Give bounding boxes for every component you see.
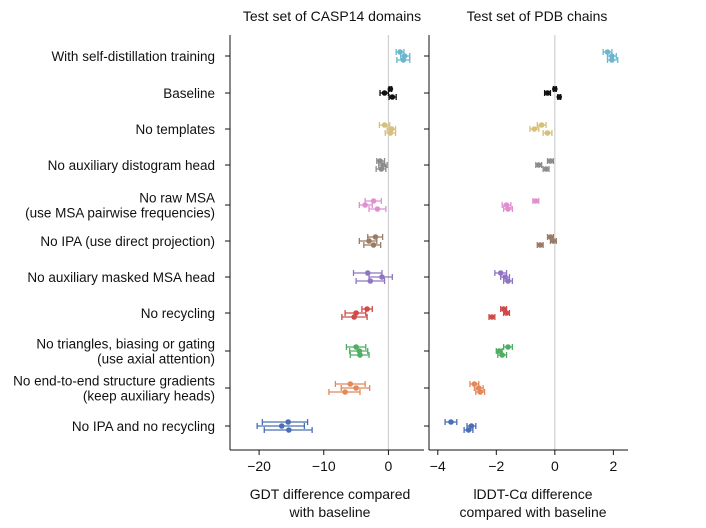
data-point-casp14-2-2 <box>387 130 394 136</box>
data-point-pdb-10-2 <box>465 427 472 433</box>
data-point-pdb-8-0 <box>505 344 511 350</box>
data-point-pdb-1-1 <box>544 90 551 96</box>
xlabel-pdb-line2: compared with baseline <box>459 504 606 520</box>
pdb-plot-area: −4 −2 0 2 <box>424 35 628 474</box>
data-point-casp14-9-1 <box>353 385 359 391</box>
data-point-pdb-8-2 <box>499 352 505 358</box>
data-point-casp14-4-1 <box>362 202 368 208</box>
data-point-casp14-5-2 <box>370 242 377 248</box>
data-point-casp14-3-2 <box>378 166 385 172</box>
data-point-pdb-5-2 <box>537 242 544 248</box>
data-point-pdb-10-0 <box>448 419 454 425</box>
data-point-pdb-7-0 <box>500 306 507 312</box>
ablation-label-9-line1: No end-to-end structure gradients <box>13 374 215 389</box>
data-point-casp14-4-2 <box>374 206 381 212</box>
data-point-casp14-1-1 <box>381 90 388 96</box>
data-point-pdb-6-2 <box>505 278 511 284</box>
panel-casp14: Test set of CASP14 domains −20 −10 0 GDT d… <box>225 8 424 520</box>
data-point-casp14-1-2 <box>389 94 396 100</box>
x-tick-label-pdb-0: −4 <box>430 458 446 474</box>
data-point-pdb-4-2 <box>505 206 511 212</box>
ablation-label-6-line1: No auxiliary masked MSA head <box>27 270 215 285</box>
data-point-pdb-0-2 <box>609 57 615 63</box>
ablation-label-10-line1: No IPA and no recycling <box>72 419 215 434</box>
data-point-pdb-0-0 <box>604 49 611 55</box>
data-point-pdb-1-0 <box>552 86 558 92</box>
data-point-casp14-5-1 <box>366 238 372 244</box>
data-point-pdb-9-2 <box>477 389 484 395</box>
data-point-pdb-2-2 <box>544 130 551 136</box>
data-point-casp14-7-0 <box>364 306 370 312</box>
data-point-casp14-10-0 <box>285 419 292 425</box>
ablation-label-1-line1: Baseline <box>163 86 215 101</box>
data-point-casp14-9-2 <box>342 389 348 395</box>
data-point-pdb-5-1 <box>550 238 557 244</box>
ablation-label-9-line2: (keep auxiliary heads) <box>83 389 215 404</box>
data-point-casp14-9-0 <box>347 381 354 387</box>
data-point-casp14-4-0 <box>370 198 377 204</box>
xlabel-casp14-line2: with baseline <box>289 504 371 520</box>
panel-title-pdb: Test set of PDB chains <box>467 8 608 24</box>
x-tick-label-casp14-1: −10 <box>312 458 336 474</box>
data-point-pdb-3-0 <box>547 158 554 164</box>
x-tick-label-pdb-2: 0 <box>551 458 559 474</box>
ablation-label-4-line1: No raw MSA <box>139 191 215 206</box>
data-point-pdb-7-2 <box>489 314 495 320</box>
data-point-pdb-5-0 <box>547 234 554 240</box>
data-point-pdb-7-1 <box>503 310 510 316</box>
ablation-label-0-line1: With self-distillation training <box>51 49 215 64</box>
data-point-casp14-2-0 <box>381 122 388 128</box>
data-point-pdb-0-1 <box>609 53 615 59</box>
x-tick-label-casp14-0: −20 <box>247 458 271 474</box>
casp14-plot-area: −20 −10 0 <box>225 35 424 474</box>
panel-title-casp14: Test set of CASP14 domains <box>243 8 421 24</box>
ablation-labels: With self-distillation training Baseline N… <box>13 49 215 434</box>
data-point-casp14-8-0 <box>353 344 359 350</box>
data-point-pdb-4-0 <box>533 198 539 204</box>
x-tick-label-pdb-1: −2 <box>488 458 504 474</box>
ablation-label-5-line1: No IPA (use direct projection) <box>40 234 215 249</box>
xlabel-casp14-line1: GDT difference compared <box>250 486 411 502</box>
data-point-pdb-3-1 <box>535 162 542 168</box>
xlabel-pdb-line1: lDDT-Cα difference <box>473 486 592 502</box>
data-point-pdb-1-2 <box>556 94 563 100</box>
ablation-label-3-line1: No auxiliary distogram head <box>48 158 215 173</box>
data-point-pdb-6-0 <box>497 270 504 276</box>
data-point-pdb-3-2 <box>543 166 549 172</box>
data-point-pdb-2-0 <box>538 122 545 128</box>
x-tick-label-pdb-3: 2 <box>609 458 617 474</box>
data-point-casp14-7-2 <box>351 314 357 320</box>
data-point-pdb-2-1 <box>531 126 538 132</box>
data-point-casp14-6-0 <box>364 270 371 276</box>
ablation-label-8-line2: (use axial attention) <box>97 352 215 367</box>
data-point-casp14-6-2 <box>367 278 374 284</box>
ablation-label-4-line2: (use MSA pairwise frequencies) <box>25 206 215 221</box>
ablation-label-8-line1: No triangles, biasing or gating <box>36 337 215 352</box>
ablation-label-2-line1: No templates <box>135 122 215 137</box>
data-point-pdb-9-0 <box>471 381 478 387</box>
data-point-casp14-6-1 <box>379 274 385 280</box>
data-point-casp14-10-1 <box>278 423 285 429</box>
ablation-label-7-line1: No recycling <box>141 306 215 321</box>
data-point-casp14-0-2 <box>400 57 407 63</box>
data-point-casp14-8-2 <box>357 352 363 358</box>
data-point-casp14-10-2 <box>286 427 292 433</box>
x-tick-label-casp14-2: 0 <box>385 458 393 474</box>
data-point-casp14-5-0 <box>372 234 379 240</box>
panel-pdb: Test set of PDB chains −4 −2 0 2 lDDT-Cα di… <box>424 8 628 520</box>
data-point-casp14-0-0 <box>397 49 403 55</box>
